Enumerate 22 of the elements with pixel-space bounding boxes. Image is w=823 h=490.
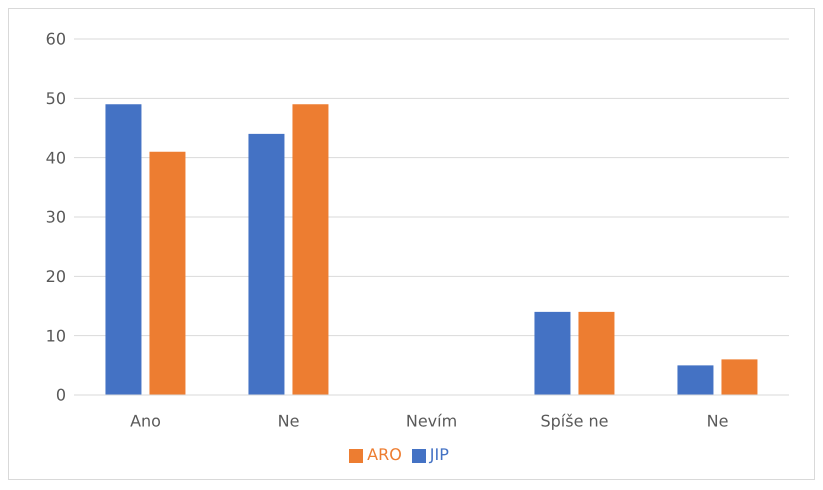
x-tick-label: Nevím [406, 411, 458, 430]
bar [248, 134, 284, 395]
legend-label: ARO [367, 445, 402, 464]
bar [105, 104, 142, 395]
legend-label: JIP [430, 445, 449, 464]
bar [149, 152, 186, 395]
x-tick-label: Spíše ne [540, 411, 609, 430]
bar [578, 312, 614, 395]
y-tick-label: 30 [46, 208, 66, 227]
x-tick-label: Ne [278, 411, 300, 430]
y-tick-label: 60 [46, 30, 66, 49]
bar [292, 104, 328, 395]
x-tick-label: Ano [130, 411, 161, 430]
bar [677, 365, 714, 395]
y-tick-label: 40 [46, 148, 66, 168]
y-tick-label: 50 [46, 89, 66, 108]
y-tick-label: 0 [56, 386, 66, 405]
bar [534, 312, 570, 395]
y-tick-label: 20 [46, 267, 66, 286]
y-tick-label: 10 [46, 326, 66, 346]
bar [721, 359, 758, 395]
x-tick-label: Ne [706, 411, 728, 430]
